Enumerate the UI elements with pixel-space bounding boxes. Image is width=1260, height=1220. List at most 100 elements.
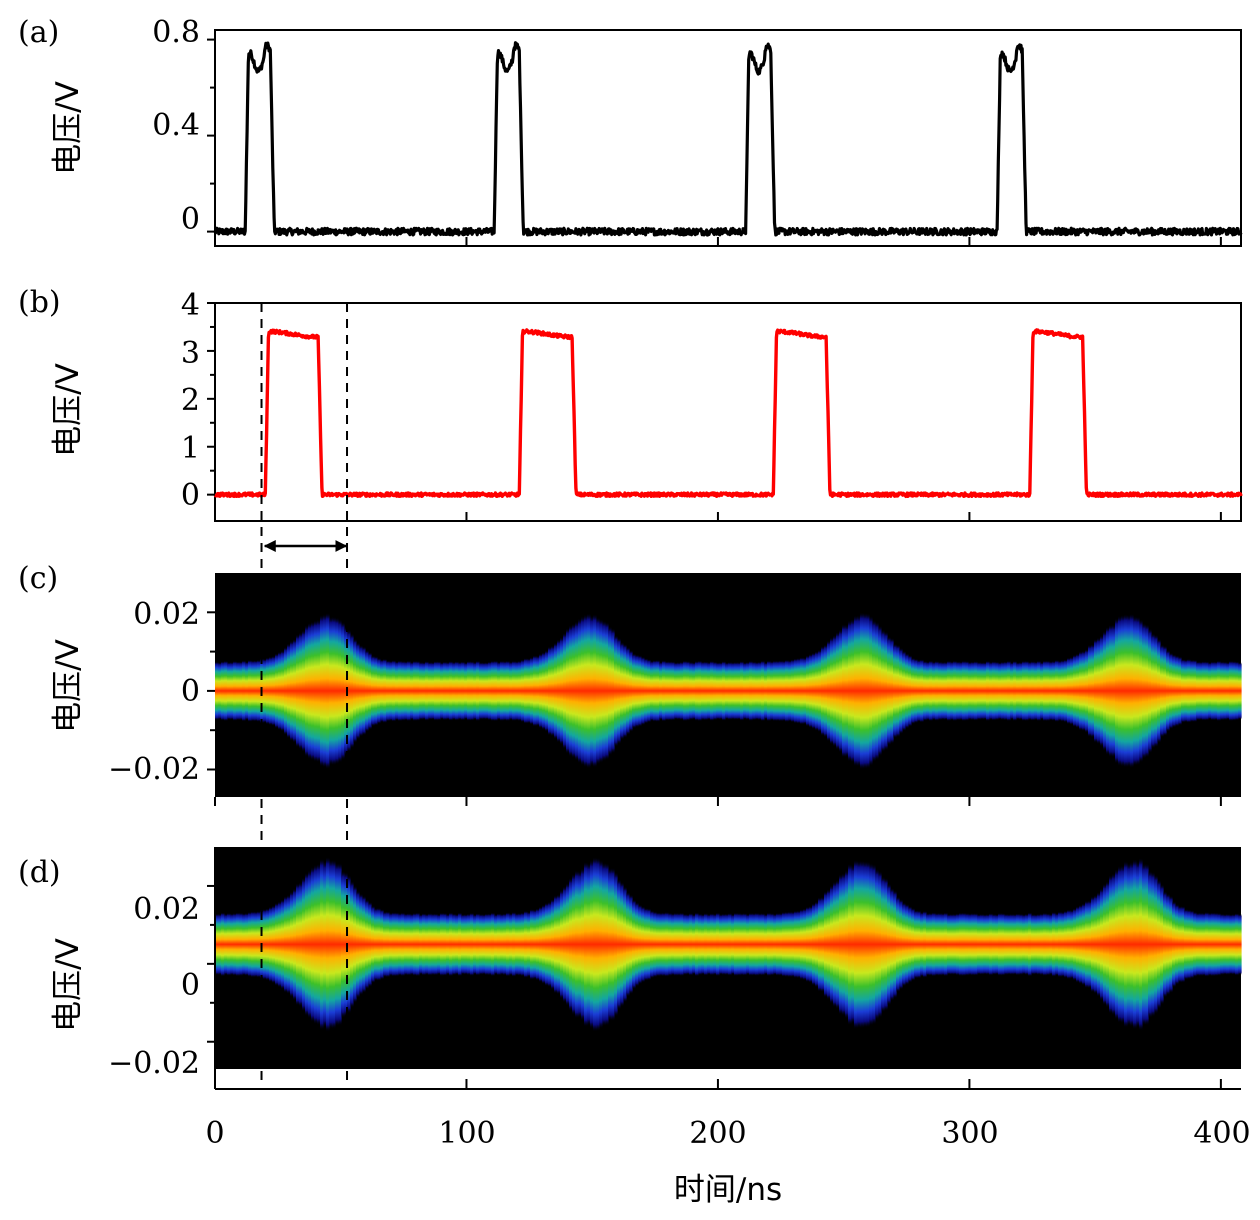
heatmap-column [596, 617, 600, 765]
heatmap-column [842, 624, 846, 758]
heatmap-column [383, 658, 387, 724]
heatmap-column [374, 656, 378, 726]
panel-c-ytick-label: −0.02 [108, 752, 200, 787]
heatmap-column [758, 661, 762, 721]
heatmap-column [839, 873, 843, 1015]
heatmap-column [962, 912, 966, 977]
heatmap-column [461, 914, 465, 975]
heatmap-column [578, 618, 582, 764]
heatmap-column [656, 659, 660, 722]
heatmap-column [443, 661, 447, 721]
heatmap-column [1145, 863, 1149, 1026]
heatmap-column [1229, 914, 1233, 975]
heatmap-column [923, 910, 927, 978]
heatmap-column [755, 912, 759, 977]
panel-d: (d) 电压/V −0.02 0 0.02 0 100 200 300 400 … [18, 847, 1251, 1208]
heatmap-column [257, 659, 261, 723]
heatmap-column [1037, 660, 1041, 722]
heatmap-column [377, 657, 381, 724]
heatmap-column [824, 644, 828, 738]
heatmap-column [452, 661, 456, 721]
heatmap-column [620, 641, 624, 740]
heatmap-column [914, 658, 918, 724]
heatmap-column [566, 628, 570, 754]
heatmap-column [881, 876, 885, 1013]
heatmap-column [308, 622, 312, 760]
heatmap-column [407, 913, 411, 976]
heatmap-column [224, 913, 228, 976]
heatmap-column [1064, 659, 1068, 723]
heatmap-column [815, 901, 819, 988]
panel-a-frame [214, 29, 1242, 247]
heatmap-column [1166, 893, 1170, 996]
heatmap-column [422, 913, 426, 976]
heatmap-column [1190, 659, 1194, 723]
heatmap-column [653, 911, 657, 978]
heatmap-column [551, 899, 555, 990]
heatmap-column [887, 636, 891, 746]
heatmap-column [494, 914, 498, 975]
heatmap-column [1109, 874, 1113, 1014]
x-tick-label: 100 [438, 1116, 495, 1151]
heatmap-column [251, 660, 255, 722]
heatmap-column [713, 661, 717, 721]
heatmap-column [881, 629, 885, 753]
heatmap-column [692, 662, 696, 720]
heatmap-column [1067, 909, 1071, 980]
heatmap-column [1031, 660, 1035, 721]
heatmap-column [644, 907, 648, 981]
heatmap-column [869, 862, 873, 1026]
heatmap-column [962, 660, 966, 722]
heatmap-column [1004, 661, 1008, 721]
heatmap-column [590, 615, 594, 767]
heatmap-column [782, 660, 786, 722]
heatmap-column [980, 662, 984, 720]
heatmap-column [950, 661, 954, 721]
heatmap-column [605, 621, 609, 761]
heatmap-column [467, 660, 471, 721]
heatmap-column [308, 870, 312, 1019]
heatmap-column [284, 895, 288, 993]
heatmap-column [563, 886, 567, 1003]
heatmap-column [839, 629, 843, 753]
heatmap-column [1172, 654, 1176, 728]
heatmap-column [902, 902, 906, 987]
heatmap-column [719, 662, 723, 720]
heatmap-column [491, 660, 495, 722]
panel-b-frame [214, 302, 1242, 522]
heatmap-column [1100, 888, 1104, 1001]
heatmap-column [872, 619, 876, 762]
heatmap-column [434, 913, 438, 976]
heatmap-column [665, 661, 669, 721]
heatmap-column [500, 913, 504, 976]
heatmap-column [1058, 911, 1062, 978]
heatmap-column [491, 912, 495, 977]
heatmap-column [893, 643, 897, 739]
heatmap-column [323, 861, 327, 1028]
heatmap-column [365, 649, 369, 732]
panel-a-ytick-label: 0.8 [152, 15, 200, 50]
heatmap-column [503, 660, 507, 721]
heatmap-column [518, 912, 522, 976]
heatmap-column [611, 628, 615, 754]
heatmap-column [617, 637, 621, 745]
heatmap-column [332, 859, 336, 1030]
heatmap-column [611, 867, 615, 1022]
heatmap-column [1052, 911, 1056, 977]
heatmap-column [512, 660, 516, 722]
heatmap-column [305, 872, 309, 1017]
heatmap-column [1127, 614, 1131, 768]
heatmap-column [590, 859, 594, 1030]
panel-b-ytick-label: 0 [181, 478, 200, 513]
heatmap-column [329, 616, 333, 766]
heatmap-column [1043, 660, 1047, 722]
heatmap-column [1181, 905, 1185, 983]
heatmap-column [872, 863, 876, 1025]
heatmap-column [431, 913, 435, 976]
heatmap-column [1055, 659, 1059, 723]
heatmap-column [1223, 913, 1227, 975]
heatmap-column [1037, 913, 1041, 976]
heatmap-column [686, 660, 690, 721]
heatmap-column [494, 660, 498, 722]
heatmap-column [515, 913, 519, 976]
